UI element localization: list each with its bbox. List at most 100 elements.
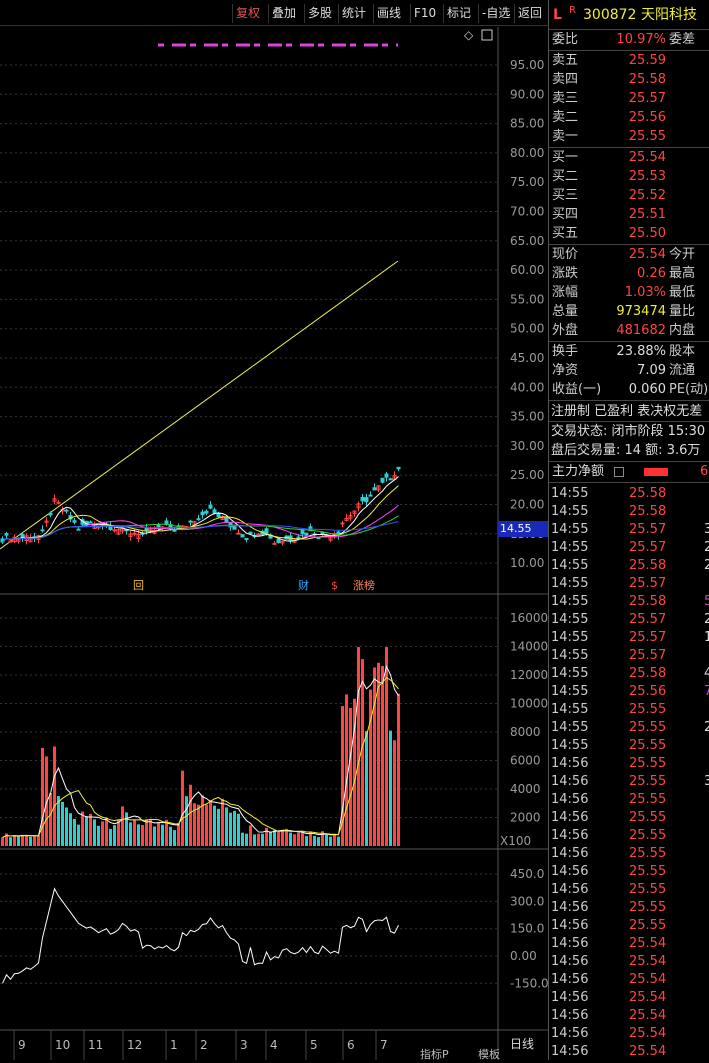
stat-row: 外盘 481682 内盘 (549, 322, 709, 340)
candle (344, 517, 349, 522)
volume-bar (129, 822, 132, 846)
tick-time: 14:56 (551, 954, 589, 969)
tick-time: 14:56 (551, 774, 589, 789)
list-icon (614, 467, 624, 477)
volume-bar (349, 707, 352, 846)
ask-row: 卖五 25.59 (549, 52, 709, 70)
main-flow-label: 主力净额 (552, 464, 605, 479)
tick-row: 14:56 25.54 (549, 1043, 709, 1060)
tick-price: 25.58 (629, 594, 667, 609)
volume-bar (257, 833, 260, 846)
tick-price: 25.54 (629, 972, 667, 987)
tick-row: 14:56 25.55 3 (549, 773, 709, 791)
volume-bar (101, 821, 104, 846)
candle (244, 538, 249, 541)
toolbar-btn-3[interactable]: 统计 (338, 4, 369, 23)
ma10-line (2, 485, 399, 543)
tick-price: 25.56 (629, 684, 667, 699)
kline-chart[interactable]: 95.0090.0085.0080.0075.0070.0065.0060.00… (0, 27, 549, 1061)
vol-axis-label: 16000 (510, 611, 548, 625)
candle (320, 532, 325, 535)
stat-ext: 今开 (669, 247, 696, 262)
candle (352, 510, 357, 514)
tick-row: 14:56 25.54 (549, 1007, 709, 1025)
header-l: L (553, 7, 562, 23)
stat2-row: 净资 7.09 流通 (549, 362, 709, 380)
candle (300, 529, 305, 535)
main-flow-value: 6 (700, 464, 709, 479)
tab-indicator: 指标P (420, 1047, 449, 1060)
candle (88, 521, 93, 524)
volume-bar (241, 832, 244, 846)
volume-bar (357, 647, 360, 846)
after-hours: 盘后交易量: 14 额: 3.6万 (551, 443, 701, 458)
volume-bar (29, 836, 32, 846)
kline-chart-area[interactable]: 95.00 90.00 85.00 80.00 75.00 70.00 65.00 60.00… (0, 27, 549, 1061)
tick-row: 14:55 25.58 5 (549, 593, 709, 611)
ask-price: 25.55 (628, 129, 666, 144)
tick-price: 25.54 (629, 1008, 667, 1023)
volume-bar (57, 796, 60, 846)
volume-bar (61, 801, 64, 846)
volume-bar (213, 805, 216, 846)
volume-bar (245, 833, 248, 846)
sep (549, 341, 709, 342)
ask-label: 卖二 (552, 110, 579, 125)
bid-label: 买四 (552, 207, 579, 222)
toolbar-btn-8[interactable]: 返回 (514, 4, 545, 23)
volume-bar (169, 826, 172, 846)
tick-row: 14:56 25.54 (549, 989, 709, 1007)
volume-bar (21, 835, 24, 846)
window-icon (481, 29, 493, 41)
ind-axis-label: 150.0 (510, 922, 544, 936)
stat-row: 总量 973474 量比 (549, 303, 709, 321)
toolbar-btn-5[interactable]: F10 (410, 4, 439, 23)
volume-bar (185, 796, 188, 846)
tick-vol: 4 (704, 665, 709, 683)
toolbar-btn-7[interactable]: -自选 (478, 4, 513, 23)
tick-vol: 3 (704, 773, 709, 791)
volume-bar (5, 833, 8, 846)
sep (549, 400, 709, 401)
tick-time: 14:56 (551, 990, 589, 1005)
tick-row: 14:55 25.58 4 (549, 665, 709, 683)
volume-bar (201, 795, 204, 846)
sep (549, 29, 709, 30)
volume-bar (193, 803, 196, 846)
volume-bar (321, 831, 324, 846)
tick-row: 14:55 25.57 2 (549, 611, 709, 629)
bid-label: 买二 (552, 169, 579, 184)
tick-price: 25.54 (629, 954, 667, 969)
toolbar-btn-1[interactable]: 叠加 (268, 4, 299, 23)
candle (360, 497, 365, 502)
ind-axis-label: 300.0 (510, 894, 544, 908)
candle (384, 473, 389, 478)
marker-zhangbang: 涨榜 (353, 578, 375, 592)
stat-value: 0.26 (637, 266, 666, 281)
toolbar-btn-6[interactable]: 标记 (443, 4, 474, 23)
volume-bars (1, 647, 400, 846)
candle (296, 536, 301, 539)
toolbar-btn-0[interactable]: 复权 (232, 4, 263, 23)
candle (20, 533, 25, 538)
stat-value: 25.54 (628, 247, 666, 262)
volume-bar (121, 806, 124, 846)
volume-bar (141, 824, 144, 846)
toolbar-btn-4[interactable]: 画线 (373, 4, 404, 23)
volume-bar (229, 812, 232, 846)
tick-price: 25.57 (629, 540, 667, 555)
price-axis-label: 55.00 (510, 292, 544, 306)
stat2-label: 收益(一) (552, 382, 602, 397)
toolbar-btn-2[interactable]: 多股 (304, 4, 335, 23)
bid-price: 25.54 (628, 150, 666, 165)
tick-row: 14:55 25.58 (549, 503, 709, 521)
volume-bar (125, 812, 128, 846)
tick-time: 14:55 (551, 504, 589, 519)
candle (76, 528, 81, 531)
candle (236, 532, 241, 535)
tick-row: 14:56 25.55 (549, 755, 709, 773)
vol-axis-label: 2000 (510, 811, 541, 825)
candle (208, 504, 213, 509)
volume-bar (253, 834, 256, 846)
candle (16, 537, 21, 542)
